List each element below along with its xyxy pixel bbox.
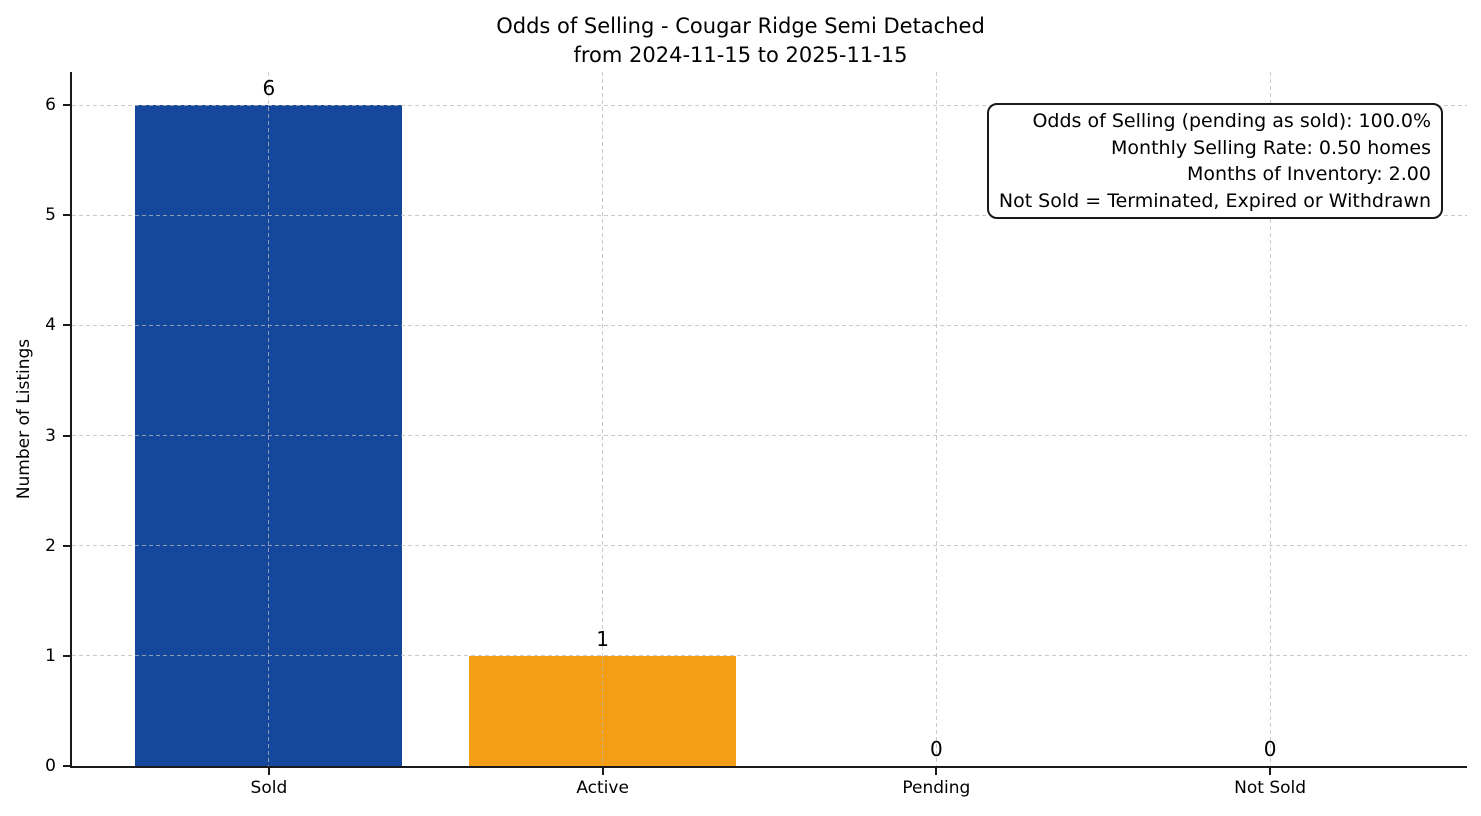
y-tick-label: 2 [45,535,56,556]
y-gridline [72,435,1467,437]
x-gridline [935,72,937,766]
x-tick-mark [601,768,604,775]
y-tick-label: 5 [45,205,56,226]
bar-value-label: 0 [929,737,943,761]
bar-value-label: 1 [596,626,609,651]
y-tick-mark [63,654,70,657]
y-tick-mark [63,434,70,437]
y-gridline [72,214,1467,216]
x-gridline [268,72,270,766]
y-tick-mark [63,214,70,217]
annotation-line: Monthly Selling Rate: 0.50 homes [1111,136,1431,159]
y-tick-mark [63,544,70,547]
y-gridline [72,655,1467,657]
x-tick-label: Active [576,778,629,798]
y-gridline [72,545,1467,547]
plot-area [72,72,1467,766]
y-tick-mark [63,104,70,107]
annotation-line: Odds of Selling (pending as sold): 100.0… [1032,110,1431,132]
x-tick-label: Sold [250,778,288,798]
y-tick-mark [63,765,70,767]
bar-value-label: 0 [1263,737,1277,761]
x-tick-mark [1269,768,1272,775]
y-tick-label: 4 [45,315,56,336]
y-gridline [72,324,1467,326]
chart-title: Odds of Selling - Cougar Ridge Semi Deta… [0,12,1481,70]
y-axis-spine [70,72,72,768]
x-gridline [1269,72,1271,766]
x-axis-spine [70,766,1467,768]
y-tick-label: 1 [45,645,56,666]
chart-title-line2: from 2024-11-15 to 2025-11-15 [573,43,908,67]
x-tick-label: Not Sold [1234,778,1307,798]
annotation-line: Not Sold = Terminated, Expired or Withdr… [998,189,1431,212]
stats-annotation-box: Odds of Selling (pending as sold): 100.0… [986,103,1443,219]
y-tick-label: 3 [45,425,56,446]
y-tick-label: 6 [45,95,56,116]
x-tick-mark [267,768,270,775]
y-tick-label: 0 [45,756,56,776]
annotation-line: Months of Inventory: 2.00 [1187,163,1431,185]
chart-title-line1: Odds of Selling - Cougar Ridge Semi Deta… [496,14,985,38]
y-gridline [72,104,1467,106]
bar-value-label: 6 [262,76,276,101]
x-tick-mark [935,768,938,775]
x-gridline [602,72,604,766]
x-tick-label: Pending [902,778,971,798]
y-tick-mark [63,324,70,327]
y-axis-label: Number of Listings [14,338,34,500]
